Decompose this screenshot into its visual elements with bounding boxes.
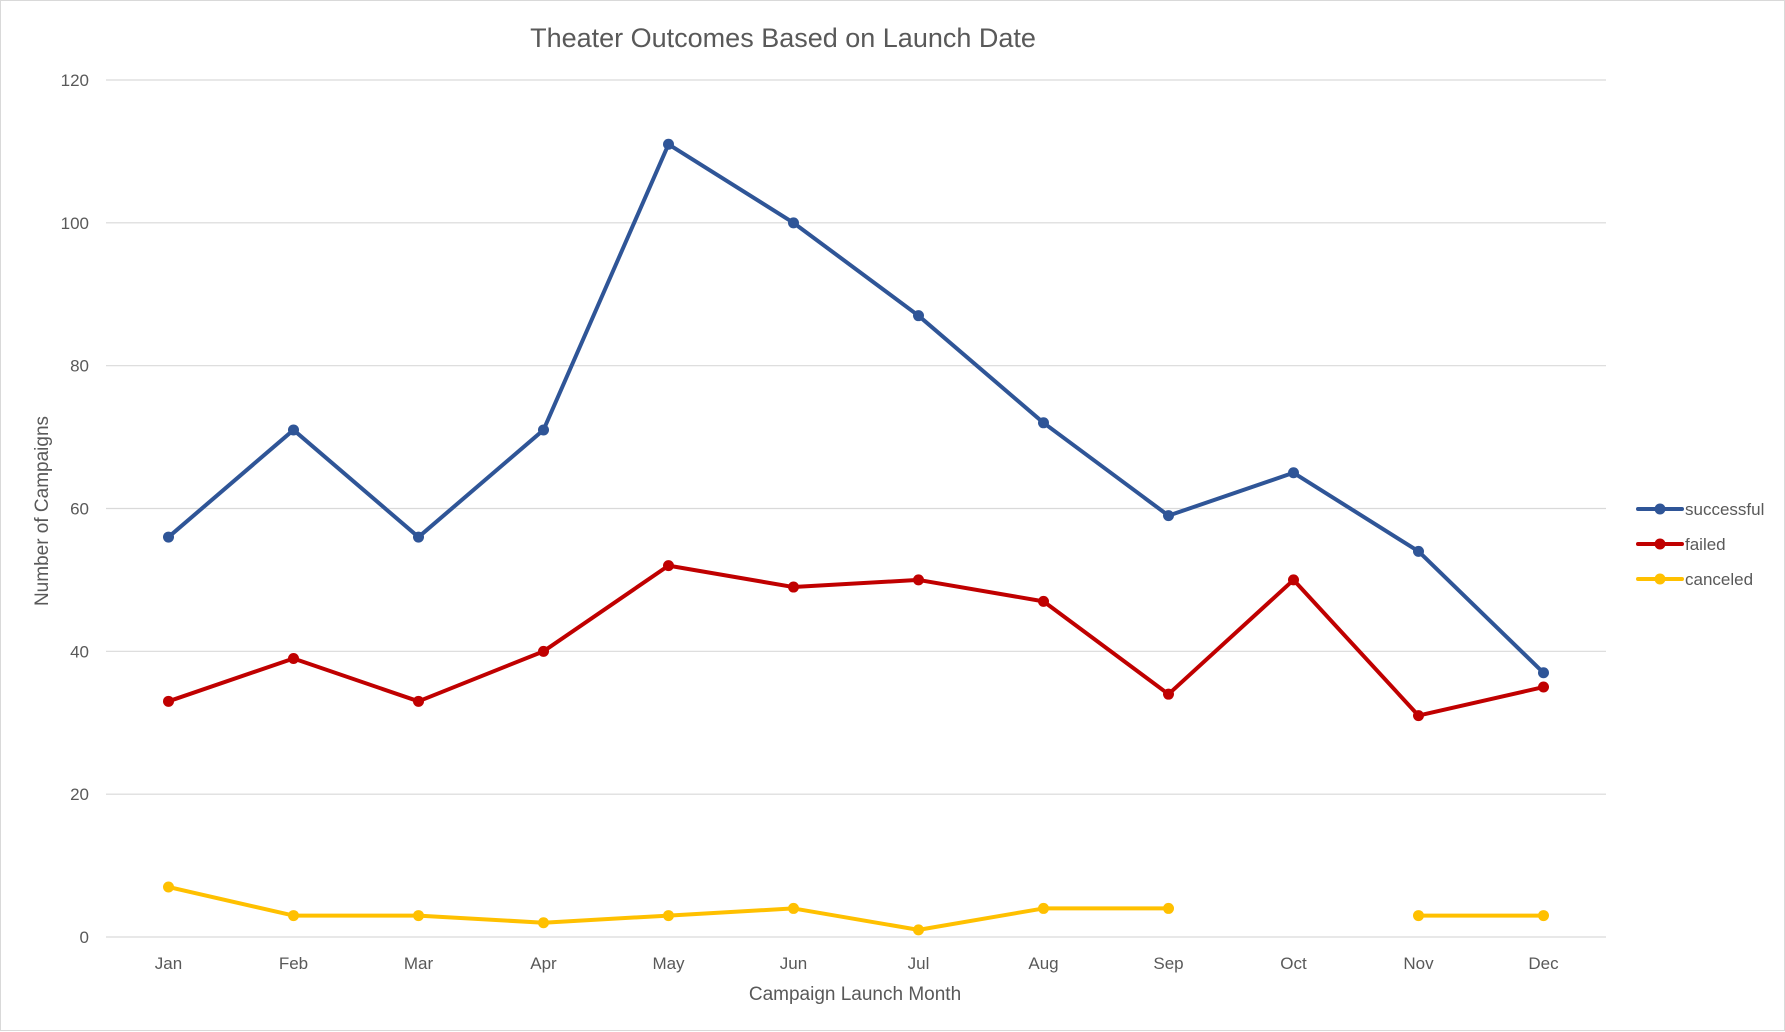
- data-point-failed: [288, 652, 299, 664]
- x-tick-label: Aug: [1028, 954, 1058, 973]
- data-point-failed: [163, 695, 174, 707]
- x-tick-label: Mar: [404, 954, 434, 973]
- legend-item-successful: successful: [1636, 500, 1764, 519]
- series-canceled: [163, 881, 1549, 936]
- data-point-failed: [1288, 574, 1299, 586]
- data-point-successful: [288, 424, 299, 436]
- data-point-successful: [538, 424, 549, 436]
- data-point-successful: [913, 310, 924, 322]
- data-point-successful: [163, 531, 174, 543]
- legend-label: canceled: [1685, 570, 1753, 589]
- y-tick-label: 20: [70, 785, 89, 804]
- x-tick-label: Jul: [908, 954, 930, 973]
- data-point-failed: [1038, 595, 1049, 607]
- legend-item-canceled: canceled: [1636, 570, 1753, 589]
- data-point-failed: [663, 560, 674, 572]
- y-tick-label: 100: [61, 214, 89, 233]
- y-tick-label: 80: [70, 357, 89, 376]
- data-point-canceled: [1413, 910, 1424, 922]
- x-tick-label: Oct: [1280, 954, 1307, 973]
- data-point-canceled: [663, 910, 674, 922]
- data-point-canceled: [1538, 910, 1549, 922]
- legend-marker: [1654, 573, 1666, 585]
- series-line: [166, 885, 1171, 932]
- y-tick-label: 120: [61, 71, 89, 90]
- data-point-successful: [1288, 467, 1299, 479]
- data-point-canceled: [1038, 902, 1049, 914]
- legend-item-failed: failed: [1636, 535, 1726, 554]
- legend: successful failed canceled: [1636, 500, 1764, 589]
- y-tick-label: 60: [70, 500, 89, 519]
- legend-marker: [1654, 538, 1666, 550]
- y-tick-label: 0: [80, 928, 89, 947]
- data-point-successful: [413, 531, 424, 543]
- x-tick-label: Sep: [1153, 954, 1183, 973]
- x-tick-label: Feb: [279, 954, 308, 973]
- x-tick-label: May: [652, 954, 685, 973]
- data-point-failed: [1163, 688, 1174, 700]
- legend-label: failed: [1685, 535, 1726, 554]
- x-axis-ticks: Jan Feb Mar Apr May Jun Jul Aug Sep Oct Nov Dec: [155, 954, 1559, 973]
- chart-title: Theater Outcomes Based on Launch Date: [530, 23, 1036, 53]
- data-point-successful: [1163, 510, 1174, 522]
- series-failed: [163, 560, 1549, 722]
- x-tick-label: Dec: [1528, 954, 1559, 973]
- data-point-canceled: [163, 881, 174, 893]
- data-point-canceled: [288, 910, 299, 922]
- x-tick-label: Jun: [780, 954, 807, 973]
- gridlines: [106, 79, 1606, 938]
- data-point-canceled: [788, 902, 799, 914]
- x-axis-title: Campaign Launch Month: [749, 984, 961, 1005]
- data-point-canceled: [1163, 902, 1174, 914]
- data-point-successful: [1538, 667, 1549, 679]
- y-tick-label: 40: [70, 642, 89, 661]
- data-point-successful: [788, 217, 799, 229]
- data-point-failed: [788, 581, 799, 593]
- series-line: [166, 563, 1546, 718]
- legend-marker: [1654, 503, 1666, 515]
- data-point-failed: [1538, 681, 1549, 693]
- x-tick-label: Jan: [155, 954, 182, 973]
- legend-label: successful: [1685, 500, 1764, 519]
- y-axis-title: Number of Campaigns: [32, 416, 53, 606]
- y-axis-ticks: 0 20 40 60 80 100 120: [61, 71, 89, 947]
- x-tick-label: Apr: [530, 954, 557, 973]
- data-point-failed: [1413, 710, 1424, 722]
- x-tick-label: Nov: [1403, 954, 1434, 973]
- data-point-failed: [913, 574, 924, 586]
- data-point-successful: [1038, 417, 1049, 429]
- series-successful: [163, 138, 1549, 679]
- data-point-canceled: [913, 924, 924, 936]
- data-point-failed: [538, 645, 549, 657]
- data-point-successful: [663, 138, 674, 150]
- data-point-canceled: [413, 910, 424, 922]
- series-lines: [163, 138, 1549, 936]
- data-point-canceled: [538, 917, 549, 929]
- data-point-successful: [1413, 545, 1424, 557]
- data-point-failed: [413, 695, 424, 707]
- series-line: [166, 142, 1546, 675]
